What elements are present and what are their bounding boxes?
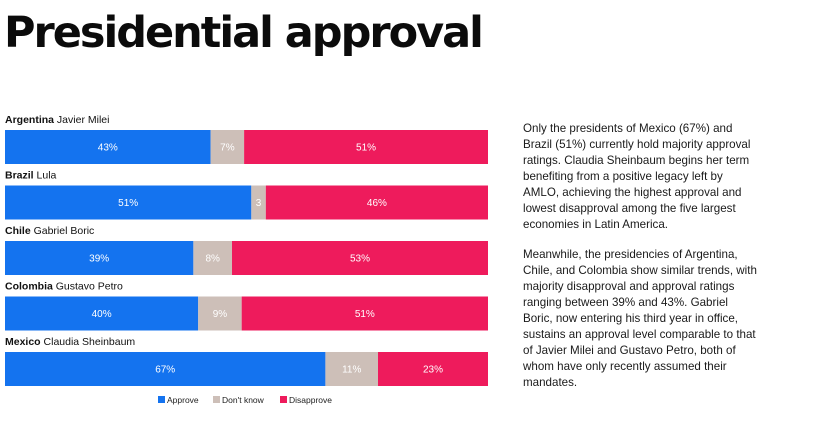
bar-label-colombia-dont-know: 9% — [213, 309, 228, 320]
bar-label-chile-dont-know: 8% — [205, 254, 220, 265]
bar-label-colombia-disapprove: 51% — [355, 309, 375, 320]
bar-chile-dont-know — [193, 241, 233, 275]
leader-name: Gabriel Boric — [31, 225, 95, 237]
leader-name: Claudia Sheinbaum — [41, 336, 136, 348]
bar-brazil-disapprove — [265, 185, 488, 220]
row-label-colombia: Colombia Gustavo Petro — [5, 281, 123, 293]
bar-label-argentina-dont-know: 7% — [220, 143, 235, 154]
country-name: Chile — [5, 225, 31, 237]
commentary: Only the presidents of Mexico (67%) and … — [523, 121, 758, 405]
page-title: Presidential approval — [4, 8, 484, 58]
bar-label-brazil-approve: 51% — [118, 198, 138, 209]
bar-label-brazil-dont-know: 3 — [256, 198, 262, 209]
leader-name: Javier Milei — [54, 114, 109, 126]
legend-swatch-disapprove — [280, 396, 287, 403]
bar-chile-approve — [5, 241, 194, 275]
bar-chile-disapprove — [232, 241, 488, 275]
bar-mexico-dont-know — [325, 352, 379, 386]
bar-label-brazil-disapprove: 46% — [367, 198, 387, 209]
bar-colombia-dont-know — [198, 296, 242, 331]
bar-argentina-dont-know — [210, 130, 245, 164]
bar-label-colombia-approve: 40% — [92, 309, 112, 320]
legend-label-disapprove: Disapprove — [289, 395, 332, 405]
commentary-paragraph-2: Meanwhile, the presidencies of Argentina… — [523, 248, 757, 389]
bar-brazil-approve — [5, 185, 252, 220]
country-name: Brazil — [5, 170, 34, 182]
country-name: Colombia — [5, 281, 53, 293]
legend-swatch-dont-know — [213, 396, 220, 403]
commentary-paragraph-1: Only the presidents of Mexico (67%) and … — [523, 122, 751, 231]
country-name: Mexico — [5, 336, 41, 348]
bar-mexico-disapprove — [378, 352, 488, 386]
bar-label-chile-disapprove: 53% — [350, 254, 370, 265]
bar-label-mexico-dont-know: 11% — [342, 365, 361, 376]
bar-label-mexico-approve: 67% — [155, 365, 175, 376]
bar-label-argentina-approve: 43% — [98, 143, 118, 154]
row-label-mexico: Mexico Claudia Sheinbaum — [5, 336, 135, 348]
country-name: Argentina — [5, 114, 54, 126]
bar-label-chile-approve: 39% — [89, 254, 109, 265]
bar-argentina-disapprove — [244, 130, 488, 164]
legend-label-dont-know: Don't know — [222, 395, 265, 405]
bar-mexico-approve — [5, 352, 326, 386]
legend-swatch-approve — [158, 396, 165, 403]
row-label-argentina: Argentina Javier Milei — [5, 114, 109, 126]
bar-brazil-dont-know — [251, 185, 266, 220]
leader-name: Gustavo Petro — [53, 281, 123, 293]
bar-colombia-approve — [5, 296, 199, 331]
row-label-chile: Chile Gabriel Boric — [5, 225, 94, 237]
leader-name: Lula — [34, 170, 57, 182]
approval-chart: Argentina Javier Milei 43% 7% 51% Brazil Lul… — [5, 114, 488, 405]
legend-label-approve: Approve — [167, 395, 199, 405]
bar-argentina-approve — [5, 130, 211, 164]
row-label-brazil: Brazil Lula — [5, 170, 57, 182]
bar-label-mexico-disapprove: 23% — [423, 365, 443, 376]
bar-colombia-disapprove — [241, 296, 488, 331]
bar-label-argentina-disapprove: 51% — [356, 143, 376, 154]
